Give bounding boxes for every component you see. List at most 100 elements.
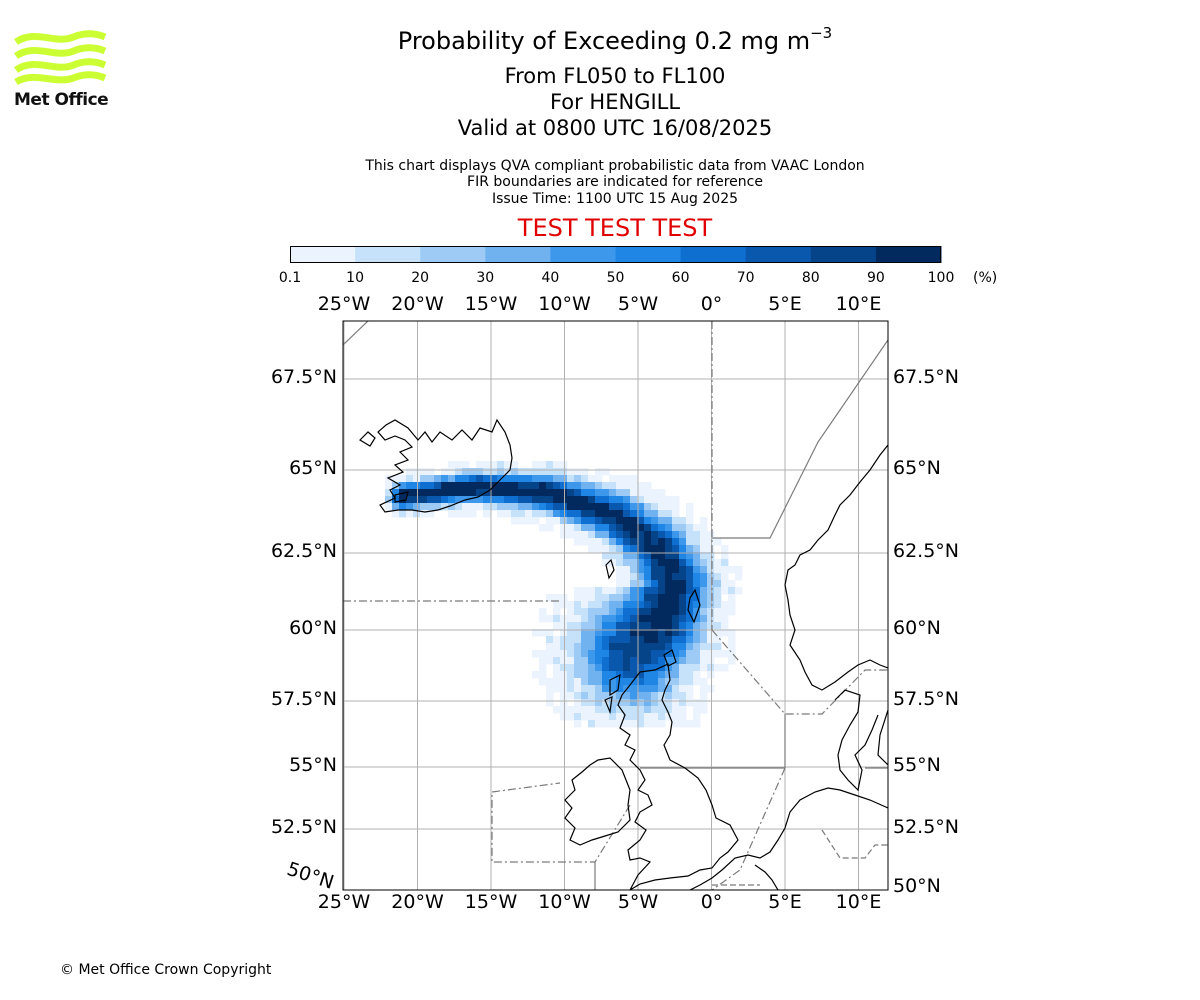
plume-cell [560, 489, 568, 497]
plume-cell [693, 657, 701, 665]
plume-cell [434, 503, 442, 511]
plume-cell [637, 503, 645, 511]
plume-cell [623, 657, 631, 665]
plume-cell [588, 699, 596, 707]
plume-cell [546, 482, 554, 490]
plume-cell [539, 664, 547, 672]
plume-cell [581, 713, 589, 721]
plume-cell [644, 706, 652, 714]
longitude-label: 10°E [835, 293, 882, 315]
plume-cell [679, 671, 687, 679]
plume-cell [560, 468, 568, 476]
plume-cell [385, 503, 393, 511]
plume-cell [581, 608, 589, 616]
plume-cell [476, 489, 484, 497]
plume-cell [602, 671, 610, 679]
plume-cell [420, 489, 428, 497]
plume-cell [539, 482, 547, 490]
plume-cell [609, 503, 617, 511]
plume-cell [455, 468, 463, 476]
longitude-label: 0° [700, 293, 723, 315]
latitude-label: 62.5°N [893, 540, 960, 562]
plume-cell [721, 580, 729, 588]
plume-cell [525, 489, 533, 497]
plume-cell [567, 664, 575, 672]
plume-cell [658, 643, 666, 651]
plume-cell [553, 678, 561, 686]
plume-cell [588, 685, 596, 693]
plume-cell [658, 720, 666, 728]
longitude-label: 5°E [768, 891, 802, 913]
info-line-3: Issue Time: 1100 UTC 15 Aug 2025 [491, 191, 739, 207]
plume-cell [693, 706, 701, 714]
plume-cell [721, 664, 729, 672]
plume-cell [700, 650, 708, 658]
plume-cell [651, 636, 659, 644]
plume-cell [602, 594, 610, 602]
plume-cell [469, 475, 477, 483]
plume-cell [595, 503, 603, 511]
plume-cell [560, 615, 568, 623]
plume-cell [616, 594, 624, 602]
plume-cell [665, 510, 673, 518]
plume-cell [455, 496, 463, 504]
plume-cell [672, 545, 680, 553]
latitude-label: 52.5°N [893, 816, 960, 838]
plume-cell [637, 587, 645, 595]
plume-cell [651, 573, 659, 581]
plume-cell [602, 720, 610, 728]
plume-cell [637, 643, 645, 651]
plume-cell [679, 524, 687, 532]
plume-cell [609, 713, 617, 721]
plume-cell [630, 510, 638, 518]
plume-cell [602, 664, 610, 672]
plume-cell [574, 657, 582, 665]
plume-cell [644, 692, 652, 700]
flight-level-range: From FL050 to FL100 [504, 64, 726, 88]
plume-cell [476, 503, 484, 511]
plume-cell [637, 664, 645, 672]
plume-cell [686, 671, 694, 679]
plume-cell [532, 510, 540, 518]
plume-cell [623, 699, 631, 707]
plume-cell [623, 643, 631, 651]
plume-cell [672, 496, 680, 504]
plume-cell [602, 489, 610, 497]
plume-cell [672, 685, 680, 693]
plume-cell [525, 468, 533, 476]
plume-cell [665, 706, 673, 714]
plume-cell [574, 503, 582, 511]
plume-cell [574, 531, 582, 539]
plume-cell [693, 629, 701, 637]
plume-cell [511, 468, 519, 476]
plume-cell [721, 622, 729, 630]
plume-cell [518, 496, 526, 504]
plume-cell [658, 545, 666, 553]
plume-cell [686, 524, 694, 532]
plume-cell [707, 685, 715, 693]
plume-cell [700, 594, 708, 602]
plume-cell [644, 622, 652, 630]
plume-cell [686, 538, 694, 546]
plume-cell [630, 706, 638, 714]
plume-cell [700, 552, 708, 560]
plume-cell [707, 545, 715, 553]
plume-cell [539, 468, 547, 476]
plume-cell [567, 489, 575, 497]
plume-cell [630, 720, 638, 728]
plume-cell [532, 650, 540, 658]
copyright: © Met Office Crown Copyright [60, 962, 272, 978]
latitude-label: 52.5°N [270, 816, 337, 838]
plume-cell [623, 650, 631, 658]
plume-cell [581, 531, 589, 539]
plume-cell [623, 552, 631, 560]
plume-cell [623, 545, 631, 553]
plume-cell [448, 489, 456, 497]
plume-cell [686, 615, 694, 623]
plume-cell [588, 622, 596, 630]
plume-cell [707, 552, 715, 560]
plume-cell [637, 650, 645, 658]
plume-cell [644, 699, 652, 707]
plume-cell [665, 636, 673, 644]
chart-title: Probability of Exceeding 0.2 mg m−3 [397, 24, 833, 55]
